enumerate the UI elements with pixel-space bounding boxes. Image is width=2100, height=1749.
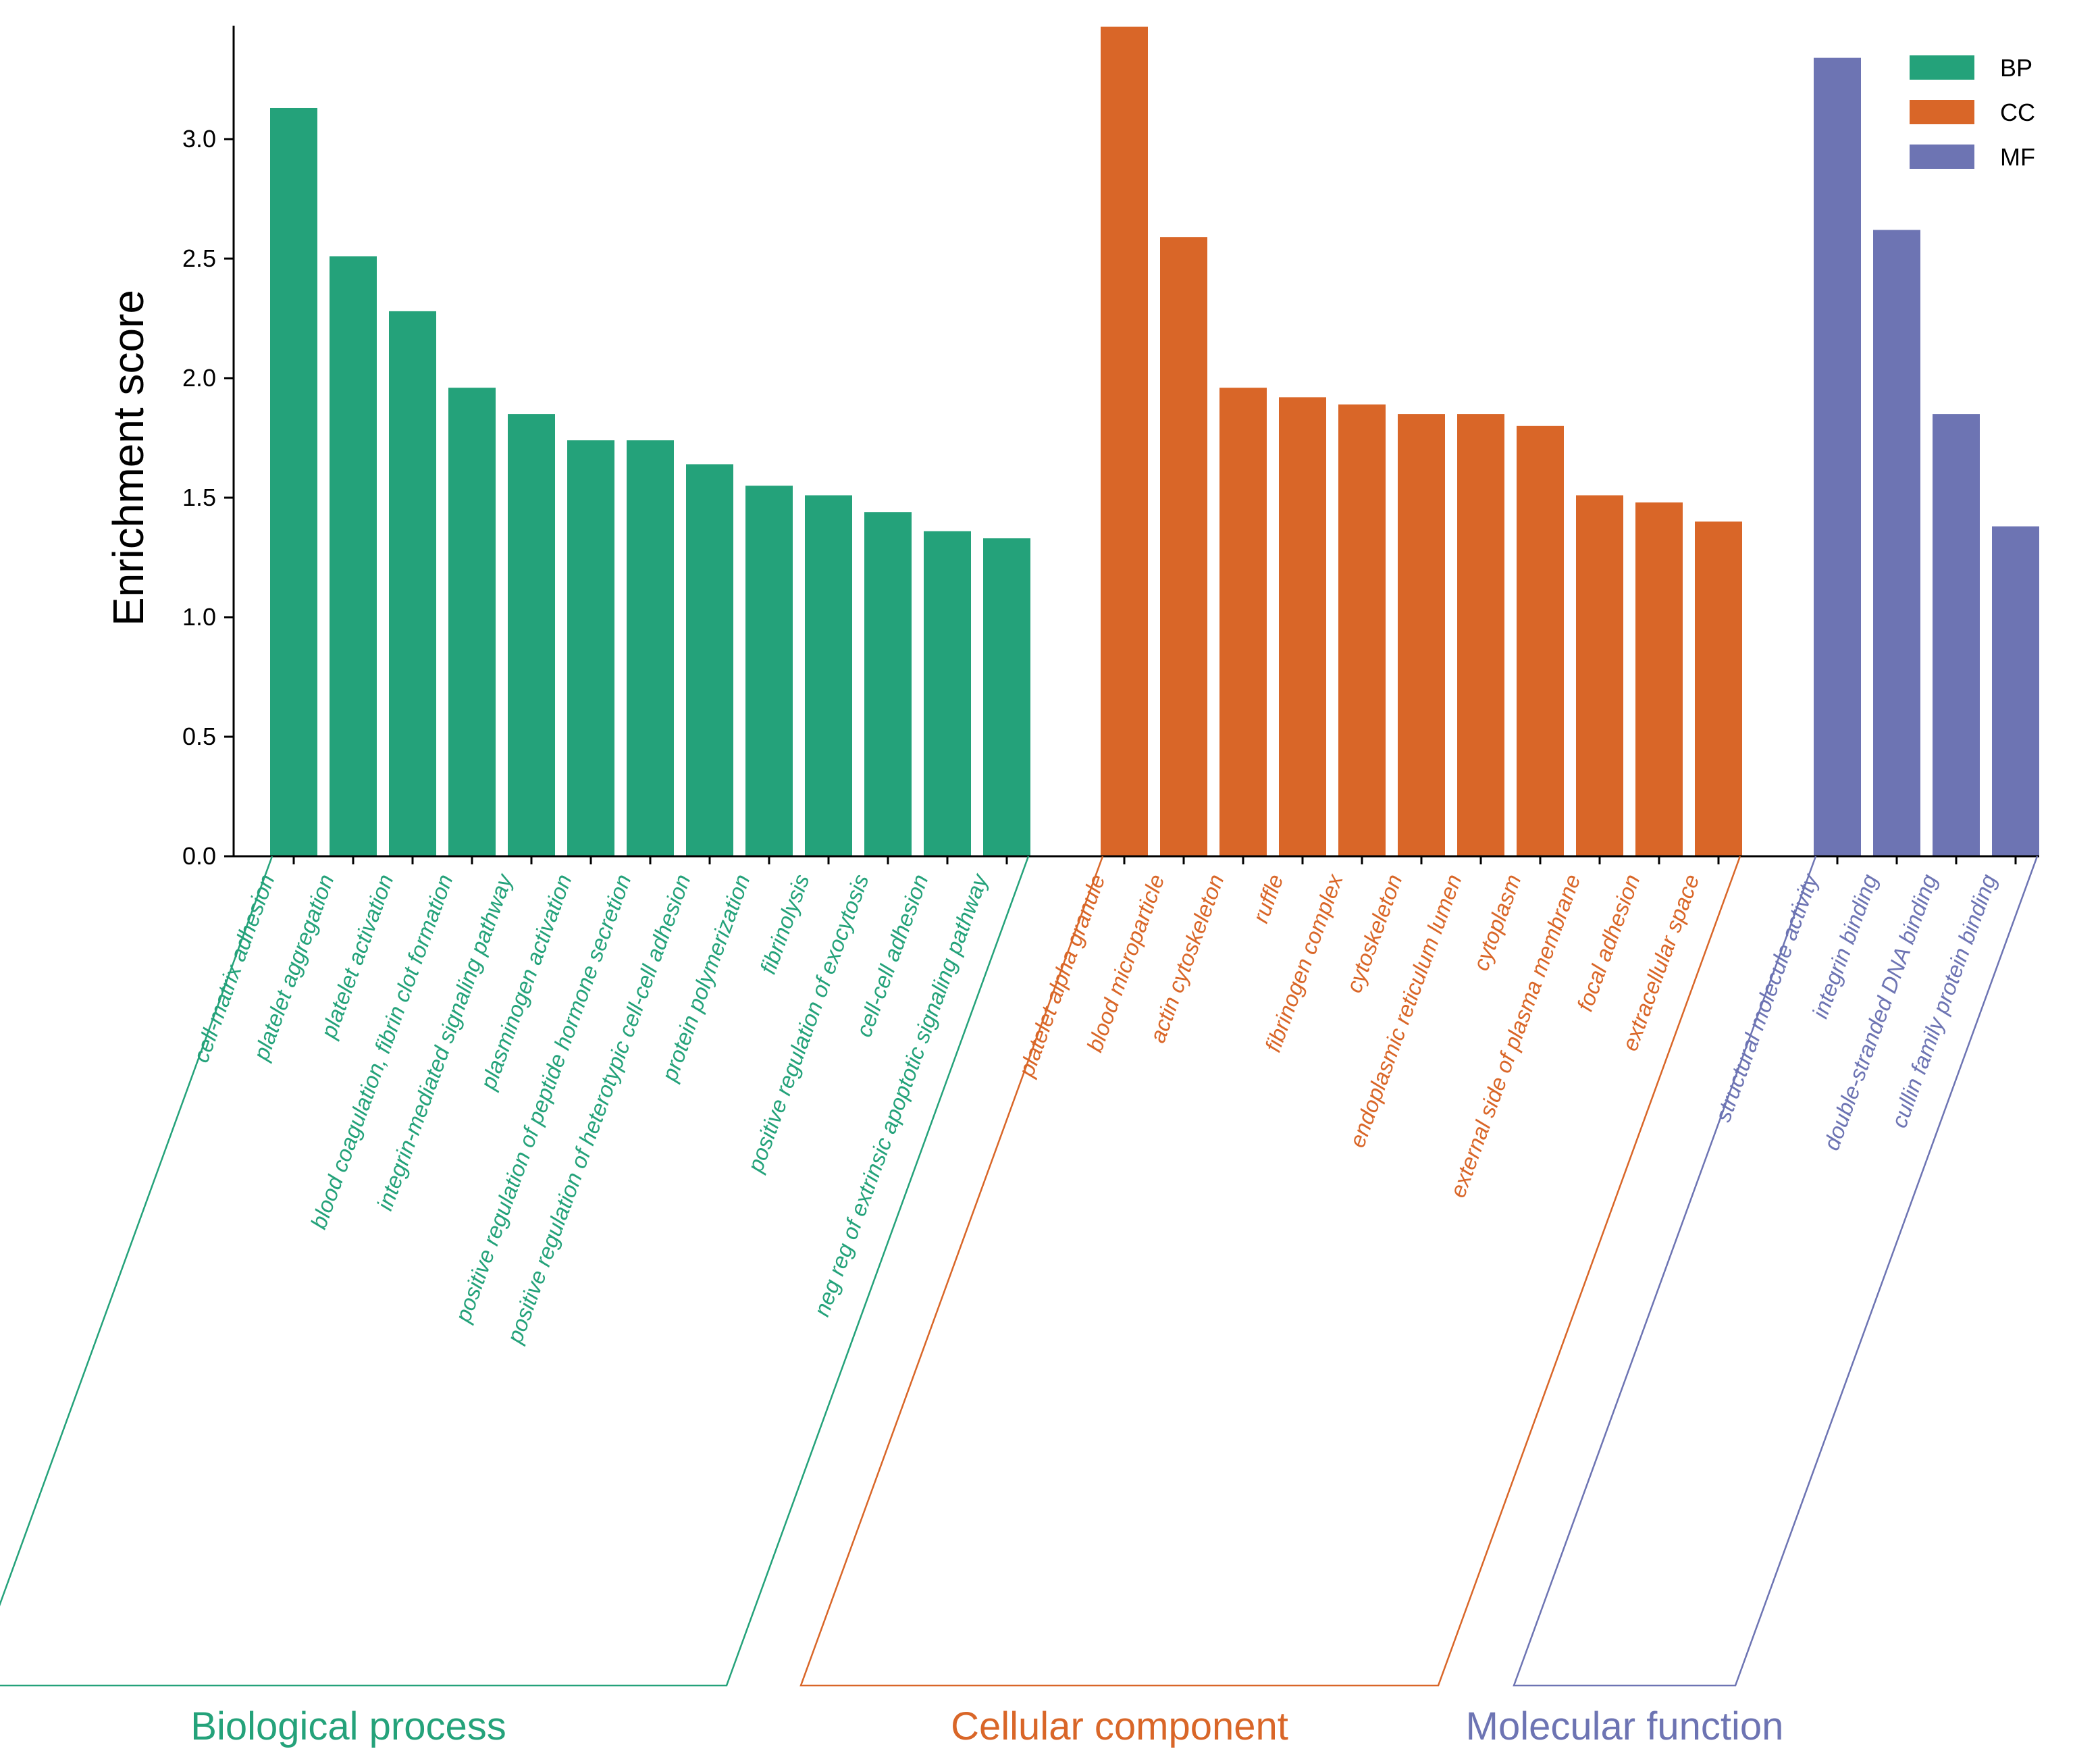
bracket-cc	[799, 856, 1741, 1687]
legend-swatch-cc	[1910, 100, 1974, 124]
category-label: cytoskeleton	[1341, 871, 1407, 996]
bar-bp	[330, 256, 377, 857]
y-tick-label: 0.0	[182, 842, 216, 870]
legend-label-bp: BP	[2000, 54, 2032, 82]
bar-cc	[1160, 237, 1207, 856]
bar-bp	[745, 486, 793, 856]
bars	[270, 26, 2039, 857]
bar-bp	[805, 495, 852, 856]
y-tick-label: 3.0	[182, 125, 216, 153]
bar-mf	[1992, 526, 2039, 856]
bar-cc	[1695, 521, 1742, 856]
legend: BP CC MF	[1910, 54, 2035, 171]
legend-label-mf: MF	[2000, 143, 2035, 171]
bar-mf	[1873, 230, 1920, 856]
bar-bp	[448, 388, 496, 856]
bar-bp	[270, 107, 317, 857]
bar-cc	[1576, 495, 1623, 856]
category-label: ruffle	[1248, 871, 1288, 926]
category-label: double-stranded DNA binding	[1818, 870, 1942, 1153]
bar-bp	[864, 512, 912, 856]
bar-bp	[389, 311, 436, 856]
bracket-bp	[0, 856, 1030, 1687]
y-tick-label: 2.5	[182, 244, 216, 272]
group-label-bp: Biological process	[190, 1704, 506, 1748]
bar-cc	[1517, 425, 1564, 856]
y-tick-label: 1.0	[182, 603, 216, 631]
bar-bp	[924, 531, 971, 856]
bar-cc	[1338, 404, 1386, 856]
legend-label-cc: CC	[2000, 99, 2035, 126]
group-label-cc: Cellular component	[951, 1704, 1288, 1748]
bar-mf	[1933, 414, 1980, 856]
bar-cc	[1398, 414, 1445, 856]
bar-bp	[627, 440, 674, 856]
bar-cc	[1279, 397, 1326, 856]
category-label: endoplasmic reticulum lumen	[1344, 871, 1467, 1151]
bar-cc	[1101, 26, 1148, 857]
legend-swatch-bp	[1910, 55, 1974, 80]
bracket-mf	[1513, 856, 2039, 1687]
y-tick-label: 2.0	[182, 364, 216, 392]
group-label-mf: Molecular function	[1466, 1704, 1784, 1748]
group-brackets: Biological process Cellular component Mole…	[0, 856, 2039, 1748]
category-label: fibrinolysis	[755, 871, 814, 977]
category-label: external side of plasma membrane	[1445, 871, 1585, 1201]
y-tick-label: 0.5	[182, 723, 216, 750]
bar-bp	[983, 538, 1030, 856]
bar-cc	[1635, 502, 1683, 856]
legend-swatch-mf	[1910, 145, 1974, 169]
y-tick-label: 1.5	[182, 484, 216, 511]
bar-cc	[1457, 414, 1504, 856]
bar-bp	[686, 464, 733, 856]
bar-bp	[508, 414, 555, 856]
bar-bp	[567, 440, 614, 856]
bar-mf	[1814, 57, 1861, 856]
category-label: structural molecule activity	[1710, 869, 1823, 1125]
category-label: focal adhesion	[1572, 871, 1645, 1015]
y-axis: 0.0 0.5 1.0 1.5 2.0 2.5 3.0 Enrichment score	[104, 26, 235, 870]
y-axis-title: Enrichment score	[104, 290, 153, 626]
bar-cc	[1219, 388, 1267, 856]
category-label: cytoplasm	[1468, 871, 1526, 974]
